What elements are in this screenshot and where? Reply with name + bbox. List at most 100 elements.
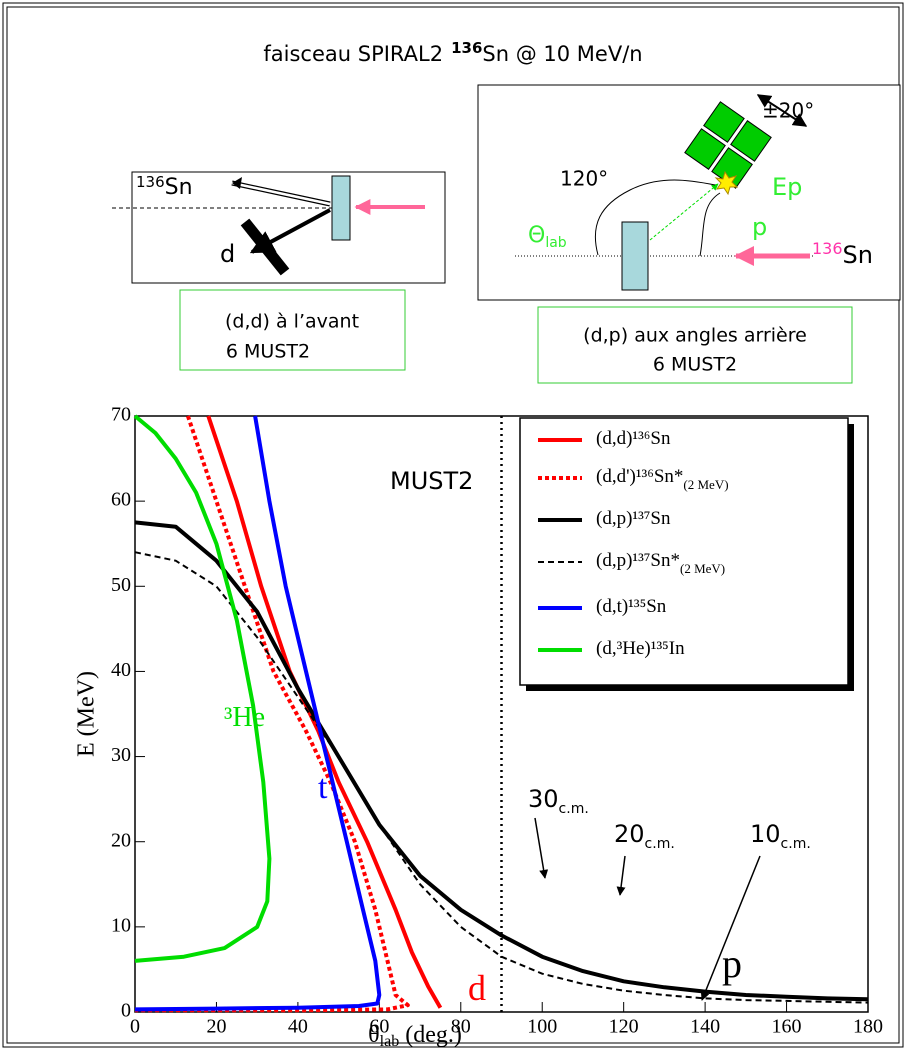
annotation: p [722,941,742,986]
x-tick-label: 140 [690,1016,720,1038]
arrow-head [232,177,242,189]
title-mass: 136 [451,39,482,57]
y-tick-label: 50 [111,574,131,596]
theta-sub: lab [545,235,566,251]
y-axis-title: E (MeV) [74,671,100,757]
annotation-arrow [700,855,761,1001]
beam-name: Sn [165,175,193,200]
beam-mass: 136 [136,173,165,191]
legend-name: (d,p)¹³⁷Sn [596,508,671,529]
legend-sub: (2 MeV) [680,561,725,576]
beam-label: 136Sn [812,239,873,270]
caption: (d,d) à l’avant [225,311,359,333]
theta-label: Θlab [528,223,567,251]
x-axis-title-part: (deg.) [399,1022,462,1048]
detector [240,218,290,276]
annotation: MUST2 [390,467,473,495]
series-line [134,415,382,1012]
inner-frame [6,6,900,1044]
theta: Θ [528,223,545,248]
beam-mass: 136 [812,239,843,258]
x-tick-label: 180 [853,1016,883,1038]
x-tick-label: 60 [369,1016,389,1038]
x-axis-title-sub: lab [380,1033,400,1050]
series-line [134,520,869,1002]
energy-label: Ep [772,173,802,201]
scatter-arrow-inner [231,181,331,206]
legend-label: (d,d')¹³⁶Sn*(2 MeV) [596,466,729,492]
diagram-left: 136Sn d (d,d) à l’avant 6 MUST2 [112,171,446,371]
y-tick-label: 30 [111,744,131,766]
particle-label: d [220,240,235,268]
target [331,175,351,241]
x-tick-label: 100 [527,1016,557,1038]
range-arrow [756,94,808,127]
annotation-text: 20 [614,820,645,848]
annotation-text: t [318,769,328,806]
angle-arc [594,179,716,256]
target [621,221,649,291]
legend-label: (d,³He)¹³⁵In [596,638,685,659]
annotation-sub: c.m. [781,836,811,852]
y-tick-label: 70 [111,404,131,426]
annotation: 30c.m. [528,785,589,817]
x-axis-title: θlab (deg.) [368,1022,462,1050]
hit-star [714,170,739,196]
legend-sub: (2 MeV) [683,477,728,492]
annotation: t [318,769,328,806]
series-line [206,415,443,1009]
x-tick-label: 120 [609,1016,639,1038]
series-line [133,414,272,963]
legend-label: (d,p)¹³⁷Sn [596,508,671,529]
caption-box [537,306,853,384]
x-tick-label: 160 [772,1016,802,1038]
annotation-sub: c.m. [645,836,675,852]
chart: 0 10 20 30 40 50 60 70 0 20 40 60 80 100 120 140 160 180 E… [74,404,884,1050]
annotation-sub: c.m. [559,801,589,817]
angle-arc [699,192,721,257]
angle-label: 120° [560,167,608,191]
caption: 6 MUST2 [226,341,310,363]
legend-name: (d,³He)¹³⁵In [596,638,685,659]
annotation-arrow [616,855,626,896]
slide-title: faisceau SPIRAL2 136Sn @ 10 MeV/n [263,39,642,67]
y-tick-label: 60 [111,489,131,511]
annotation-text: MUST2 [390,467,473,495]
legend [519,417,849,686]
annotation: ³He [224,702,265,733]
diagram-box [131,171,446,284]
diagram-box [477,84,901,301]
annotation-text: 10 [750,820,781,848]
x-axis-title-part: θ [368,1022,380,1048]
title-part: Sn @ 10 MeV/n [482,42,642,66]
x-tick-label: 20 [206,1016,226,1038]
legend-name: (d,d')¹³⁶Sn* [596,466,683,487]
annotation-text: d [468,968,486,1008]
legend-label: (d,t)¹³⁵Sn [596,596,667,617]
annotation: 10c.m. [750,820,811,852]
caption: (d,p) aux angles arrière [583,325,807,347]
legend-name: (d,t)¹³⁵Sn [596,596,667,617]
x-tick-label: 0 [130,1016,140,1038]
caption: 6 MUST2 [653,354,737,376]
legend-label: (d,p)¹³⁷Sn*(2 MeV) [596,550,725,576]
angle-range: ±20° [762,99,814,123]
legend-label: (d,d)¹³⁶Sn [596,428,671,449]
legend-name: (d,d)¹³⁶Sn [596,428,671,449]
annotation-text: ³He [224,702,265,733]
y-tick-label: 20 [111,829,131,851]
series-line [135,415,410,1013]
annotation: d [468,968,486,1008]
telescope [684,101,772,189]
annotation-arrow [534,817,549,879]
x-tick-label: 40 [288,1016,308,1038]
legend-name: (d,p)¹³⁷Sn* [596,550,680,571]
y-tick-label: 0 [121,1000,131,1022]
beam-label: 136Sn [136,173,193,201]
y-tick-label: 10 [111,914,131,936]
beam-name: Sn [843,241,873,269]
diagram-right: ±20° 120° Ep p Θlab 136Sn (d,p) aux angl… [477,84,901,384]
